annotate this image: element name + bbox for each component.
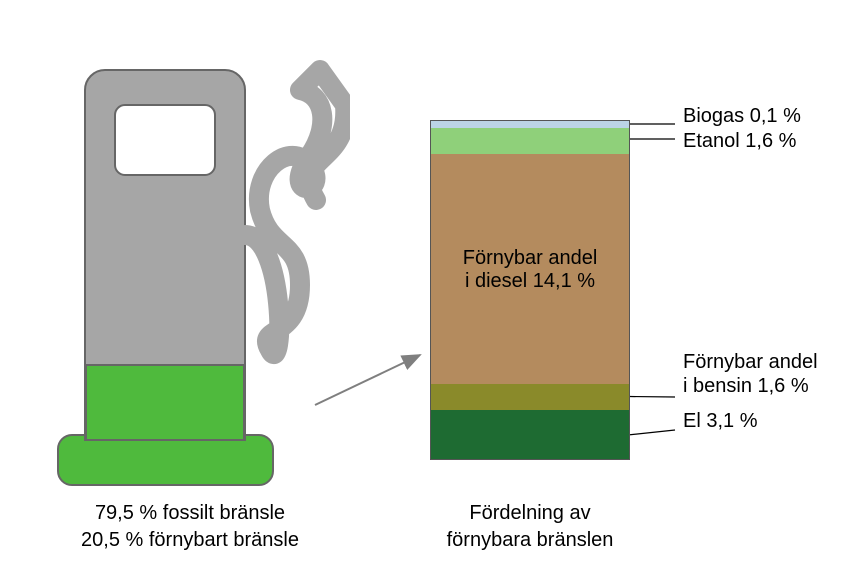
figure-root: 79,5 % fossilt bränsle 20,5 % förnybart … xyxy=(0,0,861,586)
stack-caption-line2: förnybara bränslen xyxy=(420,527,640,554)
pump-caption: 79,5 % fossilt bränsle 20,5 % förnybart … xyxy=(50,500,330,554)
segment-label-bensin: Förnybar andeli bensin 1,6 % xyxy=(683,350,818,398)
pump-caption-line2: 20,5 % förnybart bränsle xyxy=(50,527,330,554)
segment-label-diesel: Förnybar andeli diesel 14,1 % xyxy=(430,247,630,293)
stack-caption-line1: Fördelning av xyxy=(420,500,640,527)
fuel-pump-icon xyxy=(50,50,350,490)
stack-caption: Fördelning av förnybara bränslen xyxy=(420,500,640,554)
segment-etanol xyxy=(430,128,630,154)
renewable-stack-chart: Förnybar andeli diesel 14,1 % xyxy=(430,120,630,460)
pump-caption-line1: 79,5 % fossilt bränsle xyxy=(50,500,330,527)
segment-label-el: El 3,1 % xyxy=(683,410,757,433)
segment-bensin xyxy=(430,384,630,410)
segment-label-etanol: Etanol 1,6 % xyxy=(683,130,796,153)
segment-el xyxy=(430,410,630,460)
segment-biogas xyxy=(430,120,630,128)
segment-label-biogas: Biogas 0,1 % xyxy=(683,105,801,128)
arrow-icon xyxy=(310,340,440,420)
